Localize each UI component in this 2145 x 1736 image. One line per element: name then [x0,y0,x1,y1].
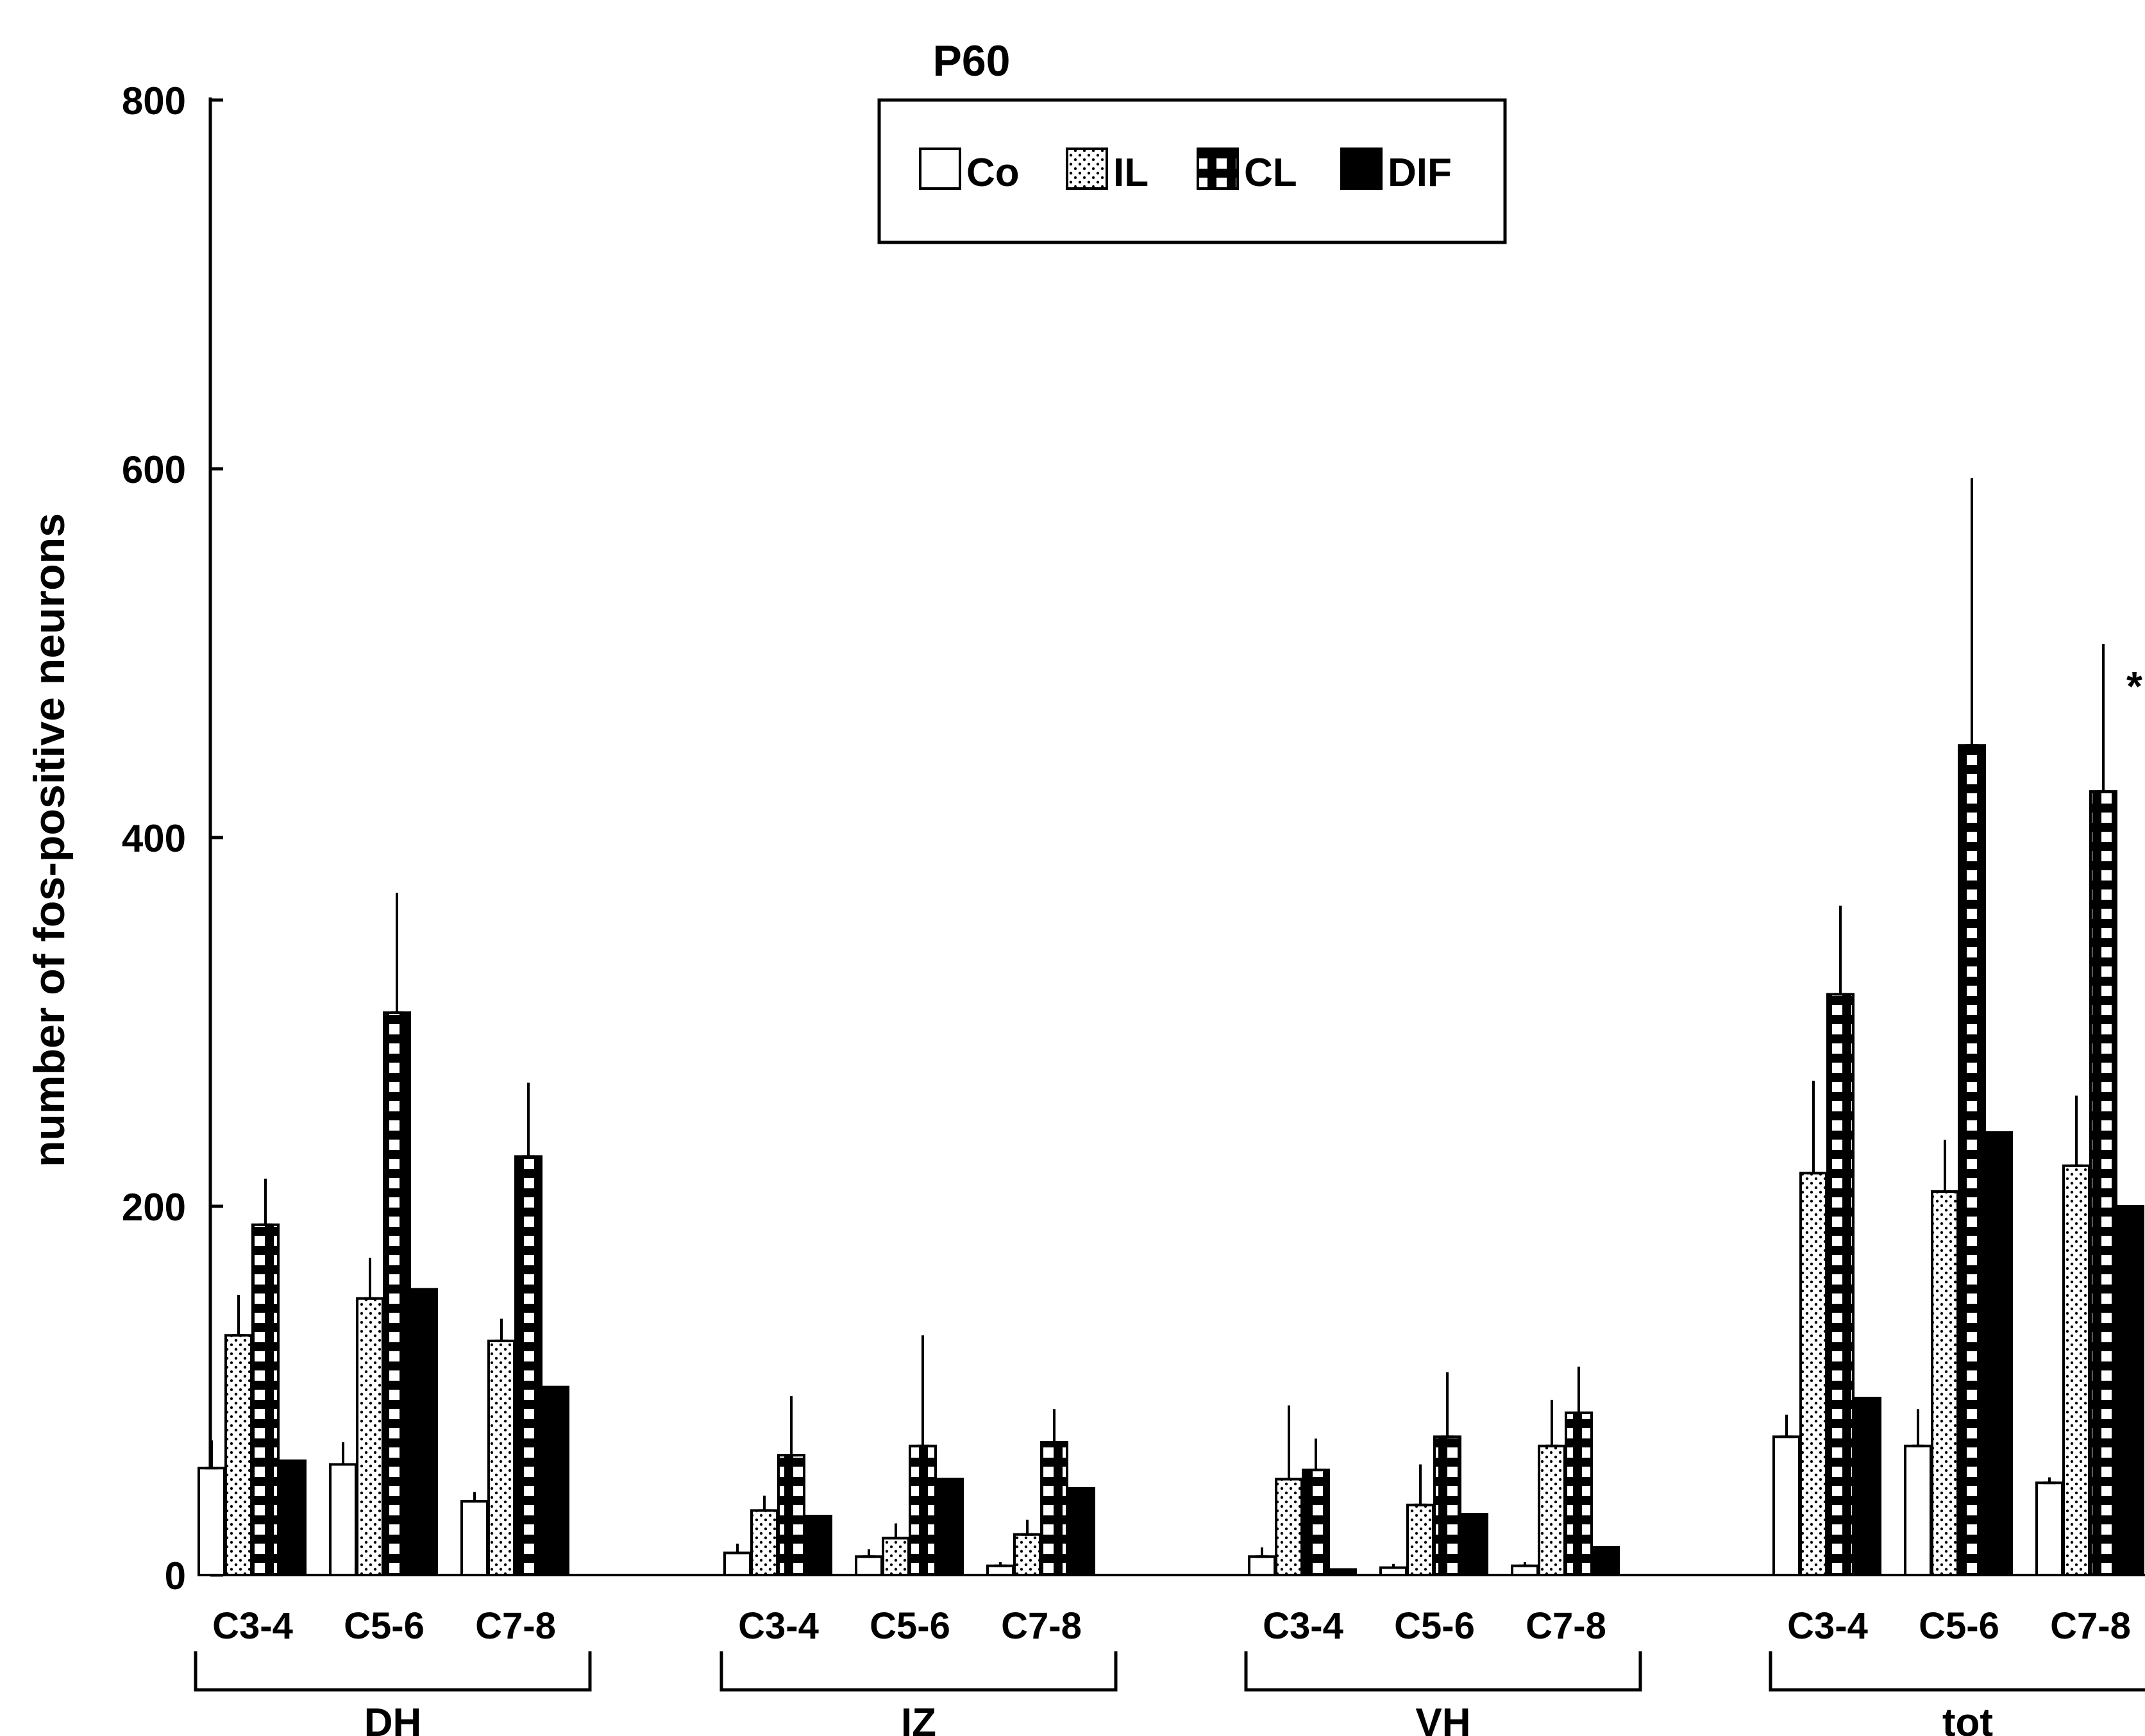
legend-label-dif: DIF [1388,151,1452,195]
legend-label-co: Co [966,151,1020,195]
bar-il [487,1339,516,1576]
bar-dif [1985,1131,2013,1576]
y-ticks: 0 200 400 600 800 [122,80,223,1597]
bar-il [1275,1478,1303,1576]
bar-cl [1958,744,1986,1576]
group-bracket [719,1651,1118,1692]
bar-cl [1433,1435,1461,1576]
bar-cl [1826,993,1855,1576]
y-tick-label: 800 [122,80,186,122]
bar-dif [1460,1513,1488,1576]
bar-co [329,1463,357,1576]
bar-cl [1565,1412,1593,1576]
bar-co [986,1564,1014,1576]
bar-co [2035,1481,2064,1576]
bar-il [1931,1190,1959,1576]
bar-il [224,1334,253,1576]
bar-co [198,1467,226,1576]
category-label: C5-6 [1394,1605,1475,1647]
bar-cl [251,1223,280,1576]
category-label: C7-8 [475,1605,556,1647]
y-tick-label: 400 [122,817,186,860]
bar-dif [804,1515,832,1576]
group-bracket [1769,1651,2145,1692]
group-bracket [1244,1651,1642,1692]
significance-mark: * [2126,663,2142,709]
bar-il [750,1509,778,1576]
bar-co [1904,1444,1932,1576]
bar-co [1772,1435,1801,1576]
legend-label-cl: CL [1244,151,1297,195]
category-labels: C3-4 C5-6 C7-8 C3-4 C5-6 C7-8 C3-4 C5-6 C7-8 C3-4… [212,1605,2131,1647]
bar-il [2062,1164,2090,1576]
bar-dif [1592,1546,1620,1576]
category-label: C5-6 [870,1605,950,1647]
legend-swatch-il [1066,147,1108,190]
bar-cl [383,1011,411,1576]
legend-box [877,98,1507,244]
bar-dif [278,1459,307,1576]
category-label: C3-4 [738,1605,819,1647]
bar-co [460,1500,489,1576]
category-label: C3-4 [1787,1605,1868,1647]
bar-dif [936,1478,964,1576]
category-label: C3-4 [212,1605,293,1647]
y-axis: 0 200 400 600 800 number of fos-positive neu… [25,80,223,1597]
category-label: C3-4 [1263,1605,1343,1647]
group-label: IZ [901,1701,936,1736]
legend-items: Co IL CL DIF [919,147,1452,195]
legend: Co IL CL DIF [877,98,1507,244]
category-label: C7-8 [2050,1605,2131,1647]
bar-il [1406,1503,1434,1576]
legend-label-il: IL [1113,151,1148,195]
category-label: C5-6 [1919,1605,1999,1647]
y-axis-label: number of fos-positive neurons [25,513,74,1167]
group-label: VH [1415,1701,1470,1736]
bar-il [1799,1172,1828,1576]
category-label: C7-8 [1001,1605,1082,1647]
bar-co [855,1555,883,1576]
bar-dif [2116,1205,2144,1576]
group-labels: DH IZ VH tot [194,1651,2145,1736]
bar-il [1538,1444,1566,1576]
bar-dif [1853,1397,1881,1576]
bar-cl [2089,790,2117,1576]
bar-cl [1040,1441,1068,1576]
group-label: tot [1942,1701,1993,1736]
legend-swatch-dif [1340,147,1383,190]
legend-swatch-co [919,147,961,190]
bar-il [882,1537,910,1576]
bar-dif [1067,1487,1095,1576]
category-label: C5-6 [344,1605,425,1647]
category-label: C7-8 [1526,1605,1606,1647]
bar-co [1248,1555,1276,1576]
group-label: DH [364,1701,422,1736]
bars [198,478,2144,1576]
bar-dif [1329,1568,1357,1576]
y-tick-label: 0 [165,1555,186,1597]
chart-title: P60 [933,37,1011,85]
bar-cl [514,1155,543,1576]
bar-dif [541,1385,569,1576]
y-tick-label: 200 [122,1186,186,1229]
bar-co [723,1551,752,1576]
bar-cl [909,1444,937,1576]
bar-co [1511,1564,1539,1576]
legend-swatch-cl [1197,147,1239,190]
y-tick-label: 600 [122,448,186,491]
bar-il [356,1297,384,1576]
group-bracket [194,1651,592,1692]
bar-il [1013,1533,1041,1576]
bar-cl [777,1454,805,1576]
bar-dif [410,1288,438,1576]
bar-cl [1302,1469,1330,1576]
